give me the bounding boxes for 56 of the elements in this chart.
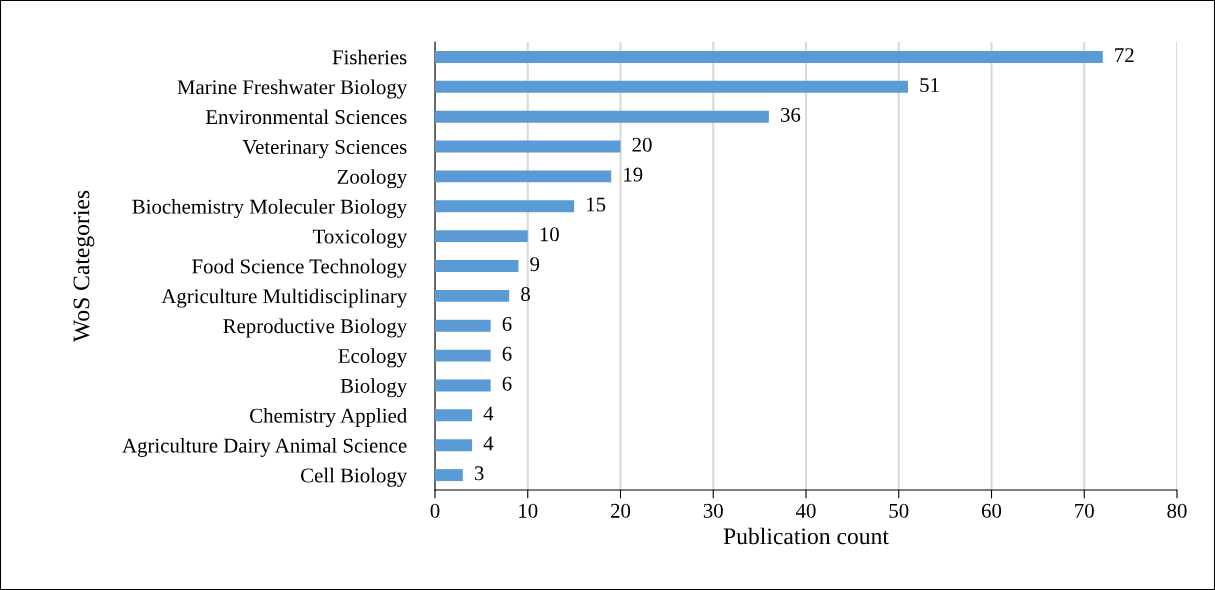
y-tick-label: Ecology <box>338 348 408 368</box>
bar <box>435 140 621 153</box>
x-tick-label: 30 <box>703 503 723 518</box>
x-tick-label: 40 <box>795 503 816 518</box>
x-tick-label: 0 <box>430 503 440 518</box>
data-label: 15 <box>587 197 606 212</box>
y-tick-label: Veterinary Sciences <box>242 139 407 159</box>
bar <box>435 319 491 332</box>
x-tick-label: 70 <box>1075 503 1094 518</box>
bar <box>435 379 491 392</box>
y-tick-label: Marine Freshwater Biology <box>177 79 408 99</box>
x-tick-label: 10 <box>519 503 538 518</box>
data-label: 6 <box>502 316 512 331</box>
y-tick-label: Agriculture Multidisciplinary <box>161 288 408 308</box>
bar <box>435 409 473 422</box>
y-tick-label: Agriculture Dairy Animal Science <box>122 437 407 457</box>
data-label: 3 <box>474 466 484 481</box>
bar <box>435 289 510 302</box>
y-tick-label: Biochemistry Moleculer Biology <box>132 199 408 218</box>
y-tick-label: Biology <box>340 378 408 398</box>
bar <box>435 170 612 183</box>
x-tick-label: 60 <box>981 503 1002 518</box>
y-tick-label: Toxicology <box>313 228 408 248</box>
data-label: 36 <box>781 107 801 122</box>
data-label: 19 <box>624 167 643 182</box>
data-label: 6 <box>502 376 512 391</box>
x-tick-label: 20 <box>611 503 631 518</box>
bar <box>435 200 575 213</box>
x-axis-title: Publication count <box>723 527 889 545</box>
y-axis-title: WoS Categories <box>73 190 95 343</box>
bar <box>435 439 473 452</box>
y-tick-label: Environmental Sciences <box>205 109 407 125</box>
bar <box>435 110 769 123</box>
bar <box>435 80 909 93</box>
bar <box>435 349 491 362</box>
x-tick-label: 80 <box>1167 503 1187 518</box>
y-tick-label: Reproductive Biology <box>223 318 408 338</box>
y-tick-label: Cell Biology <box>301 467 408 487</box>
bar <box>435 469 463 482</box>
data-label: 4 <box>483 406 494 421</box>
bar <box>435 260 519 272</box>
data-label: 6 <box>502 346 512 361</box>
bar <box>435 230 528 243</box>
bar <box>435 50 1103 63</box>
y-tick-label: Zoology <box>337 169 408 189</box>
x-tick-label: 50 <box>889 503 909 518</box>
data-label: 9 <box>530 257 540 272</box>
y-tick-label: Fisheries <box>332 49 407 65</box>
data-label: 20 <box>632 137 652 152</box>
y-tick-label: Food Science Technology <box>192 258 408 278</box>
data-label: 8 <box>521 287 530 302</box>
data-label: 72 <box>1115 48 1134 62</box>
data-label: 4 <box>483 436 494 451</box>
y-tick-label: Chemistry Applied <box>250 408 407 428</box>
data-label: 51 <box>920 78 939 93</box>
data-label: 10 <box>540 227 559 242</box>
